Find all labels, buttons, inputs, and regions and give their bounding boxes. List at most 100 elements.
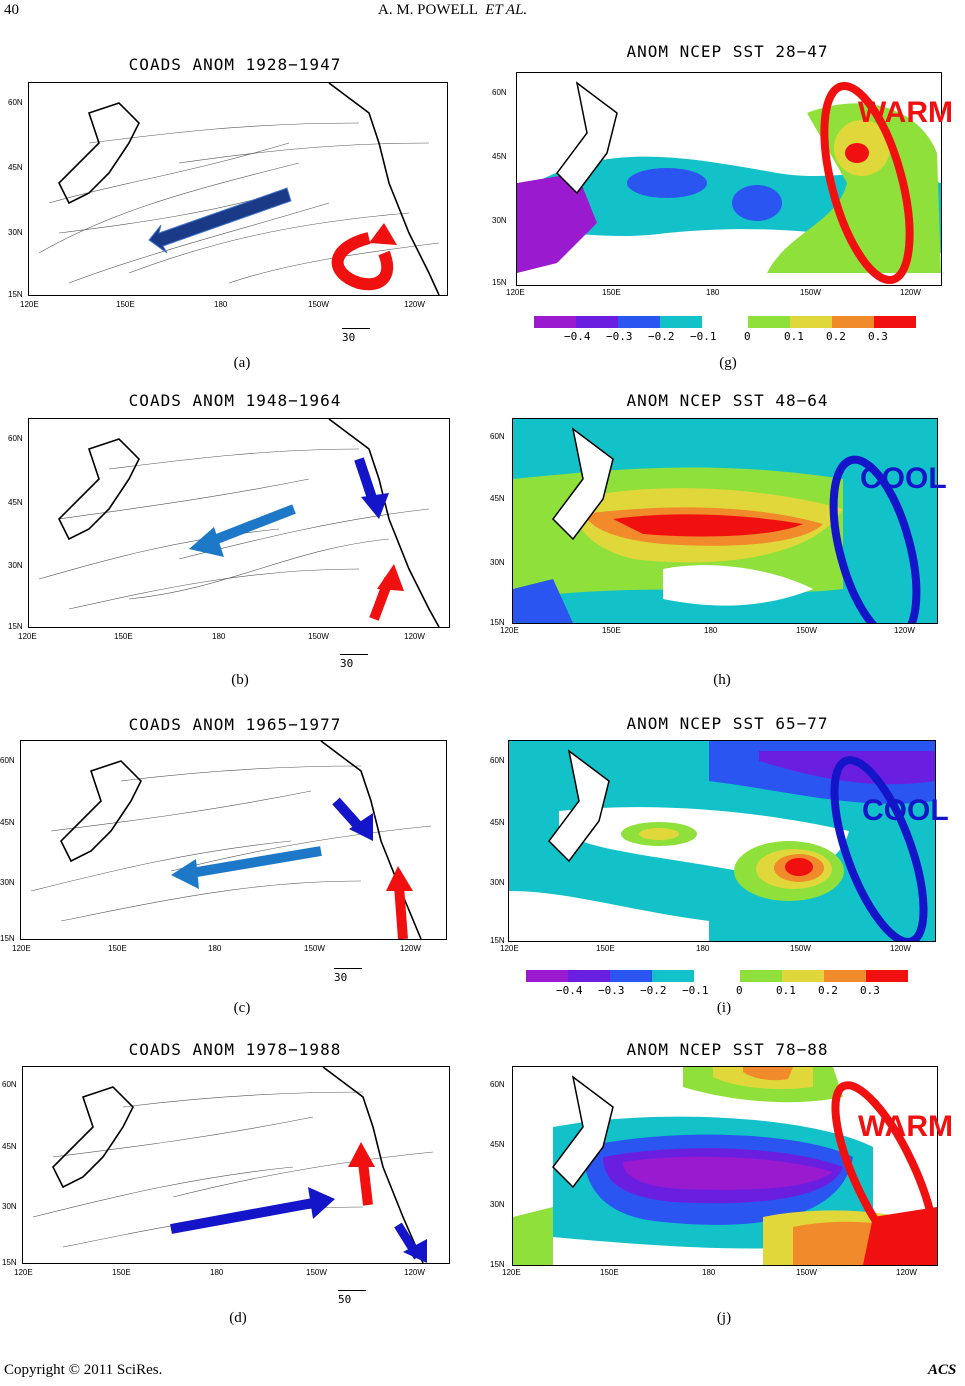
- wind-map-svg: [32, 1067, 434, 1263]
- colorbar-swatch: [832, 316, 874, 328]
- colorbar-tick: 0.2: [818, 984, 838, 997]
- scale-label: 30: [342, 331, 356, 344]
- lon-label: 150E: [116, 300, 135, 309]
- colorbar-swatch: [740, 970, 782, 982]
- lon-label: 120E: [18, 632, 37, 641]
- lat-label: 60N: [8, 98, 23, 107]
- lon-label: 120E: [502, 1268, 521, 1277]
- lon-label: 180: [702, 1268, 716, 1277]
- sst-map-svg: [513, 1067, 937, 1265]
- panel-title: COADS ANOM 1965−1977: [128, 715, 342, 734]
- lon-label: 120W: [900, 288, 921, 297]
- sst-map: [516, 72, 942, 286]
- panel-j: ANOM NCEP SST 78−88 WARM 60N 45N 30N 15N…: [490, 1036, 965, 1336]
- panel-label: (d): [229, 1310, 247, 1326]
- lon-label: 180: [704, 626, 718, 635]
- panel-title: ANOM NCEP SST 28−47: [626, 42, 829, 61]
- lon-label: 120W: [404, 1268, 425, 1277]
- colorbar-tick: −0.3: [598, 984, 625, 997]
- scale-vector: 50: [338, 1290, 366, 1306]
- panel-label: (b): [231, 672, 249, 688]
- lat-label: 45N: [490, 818, 505, 827]
- colorbar-tick: 0.1: [784, 330, 804, 343]
- panel-g: ANOM NCEP SST 28−47 WARM 60N 45N 30N 15N…: [490, 38, 965, 378]
- scale-vector: 30: [340, 654, 368, 670]
- lat-label: 45N: [490, 494, 505, 503]
- arrow-icon: [190, 846, 322, 878]
- lon-label: 120W: [896, 1268, 917, 1277]
- lon-label: 150W: [304, 944, 325, 953]
- lon-label: 120E: [20, 300, 39, 309]
- colorbar-swatch: [874, 316, 916, 328]
- colorbar-swatch: [790, 316, 832, 328]
- lat-label: 30N: [0, 878, 15, 887]
- lat-label: 60N: [0, 756, 15, 765]
- lon-label: 120E: [506, 288, 525, 297]
- wind-map-svg: [38, 83, 440, 295]
- panel-label: (g): [719, 355, 737, 371]
- panel-title: COADS ANOM 1928−1947: [128, 55, 342, 74]
- cool-label: COOL: [862, 794, 949, 827]
- colorbar-tick: 0: [736, 984, 743, 997]
- lon-label: 150W: [308, 300, 329, 309]
- lon-label: 150W: [800, 288, 821, 297]
- scale-label: 50: [338, 1293, 352, 1306]
- coastline-america: [328, 83, 440, 295]
- lon-label: 120E: [14, 1268, 33, 1277]
- arrowhead-icon: [189, 527, 224, 557]
- colorbar-tick: 0: [744, 330, 751, 343]
- coastline-asia: [58, 102, 140, 205]
- wind-map-svg: [30, 741, 432, 939]
- colorbar-tick: −0.1: [690, 330, 717, 343]
- lat-label: 45N: [2, 1142, 17, 1151]
- wind-map: [20, 740, 447, 940]
- colorbar-swatch: [782, 970, 824, 982]
- colorbar-tick: −0.1: [682, 984, 709, 997]
- lat-label: 15N: [490, 1260, 505, 1269]
- sst-map-svg: [513, 419, 937, 623]
- panel-label: (c): [233, 1000, 251, 1016]
- lat-label: 30N: [490, 558, 505, 567]
- streamlines: [32, 1091, 434, 1248]
- panel-h: ANOM NCEP SST 48−64 COOL 60N 45N 30N 15N…: [490, 386, 965, 706]
- panel-title: ANOM NCEP SST 48−64: [626, 391, 829, 410]
- lon-label: 150E: [108, 944, 127, 953]
- colorbar-swatch: [526, 970, 568, 982]
- colorbar-tick: −0.2: [648, 330, 675, 343]
- arrowhead-icon: [386, 866, 413, 891]
- arrowhead-icon: [377, 564, 404, 591]
- coastline-asia: [60, 760, 142, 863]
- colorbar-swatch: [824, 970, 866, 982]
- lat-label: 60N: [490, 432, 505, 441]
- colorbar-swatch: [576, 316, 618, 328]
- lon-label: 180: [210, 1268, 224, 1277]
- lat-label: 30N: [490, 878, 505, 887]
- lat-label: 30N: [8, 228, 23, 237]
- colorbar-tick: 0.2: [826, 330, 846, 343]
- lat-label: 60N: [490, 1080, 505, 1089]
- arrowhead-icon: [403, 1239, 427, 1263]
- panel-a: COADS ANOM 1928−1947 60N 45N 30N 15N 120…: [0, 50, 470, 371]
- colorbar-swatch: [660, 316, 702, 328]
- lat-label: 45N: [8, 498, 23, 507]
- wind-map: [22, 1066, 450, 1264]
- warm-label: WARM: [858, 96, 953, 129]
- lon-label: 150E: [596, 944, 615, 953]
- lat-label: 15N: [0, 934, 15, 943]
- lon-label: 180: [208, 944, 222, 953]
- lat-label: 15N: [490, 618, 505, 627]
- lon-label: 120W: [404, 632, 425, 641]
- lon-label: 120W: [400, 944, 421, 953]
- lat-label: 45N: [492, 152, 507, 161]
- sst-map-svg: [517, 73, 941, 285]
- running-head-et-al: ET AL.: [485, 2, 528, 18]
- panel-label: (h): [713, 672, 731, 688]
- lon-label: 150E: [602, 626, 621, 635]
- lat-label: 45N: [490, 1140, 505, 1149]
- colorbar: −0.4 −0.3 −0.2 −0.1 0 0.1 0.2 0.3: [526, 970, 926, 1002]
- colorbar-tick: −0.4: [556, 984, 583, 997]
- colorbar: −0.4 −0.3 −0.2 −0.1 0 0.1 0.2 0.3: [534, 316, 934, 348]
- lon-label: 120E: [500, 626, 519, 635]
- arrowhead-icon: [171, 859, 199, 889]
- colorbar-tick: −0.3: [606, 330, 633, 343]
